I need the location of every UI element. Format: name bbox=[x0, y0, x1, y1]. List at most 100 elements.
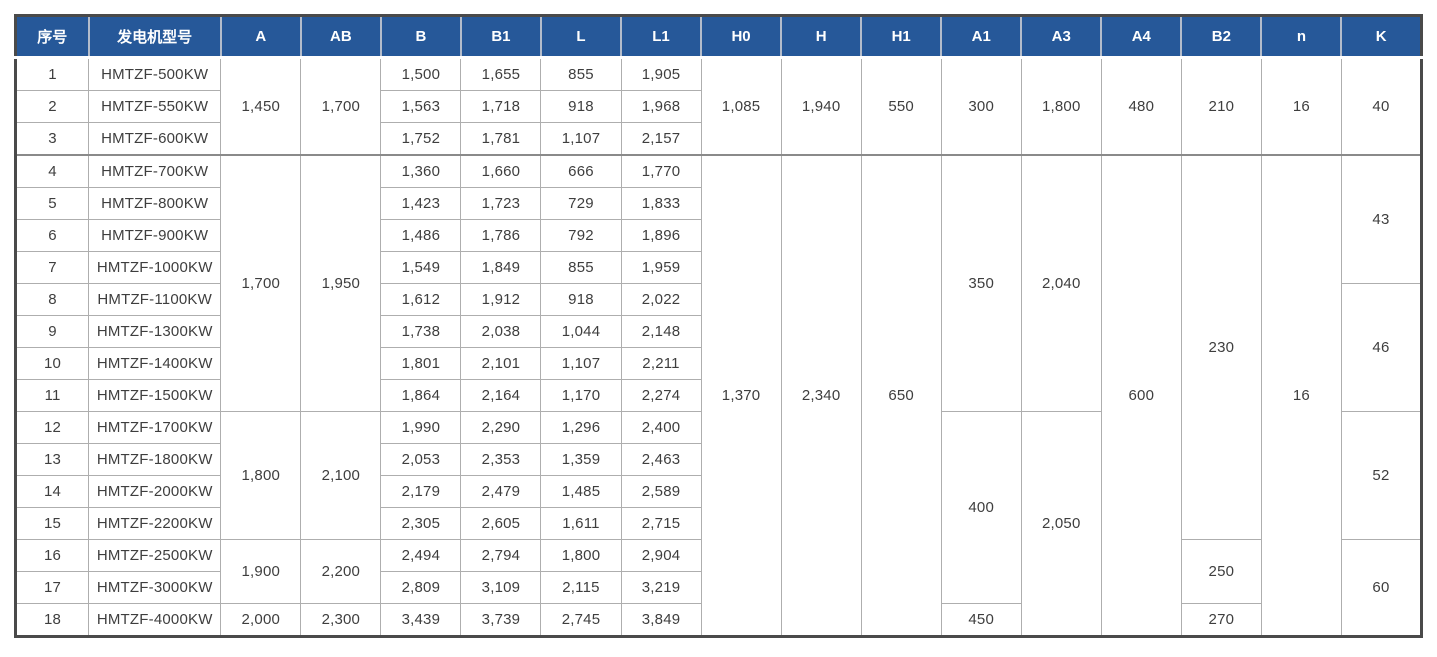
cell-b1: 1,655 bbox=[460, 57, 542, 91]
cell-index: 13 bbox=[14, 443, 90, 476]
header-row: 序号 发电机型号 A AB B B1 L L1 H0 H H1 A1 A3 A4 B2 n K bbox=[15, 15, 1422, 59]
cell-model: HMTZF-500KW bbox=[88, 57, 222, 91]
cell-l1: 1,770 bbox=[620, 154, 702, 188]
cell-b1: 2,101 bbox=[460, 347, 542, 380]
cell-model: HMTZF-1300KW bbox=[88, 315, 222, 348]
table-row: 8 HMTZF-1100KW 1,612 1,912 918 2,022 46 bbox=[14, 283, 1423, 412]
column-header-l1: L1 bbox=[619, 15, 702, 59]
table-row: 3 HMTZF-600KW 1,752 1,781 1,107 2,157 bbox=[14, 122, 1422, 156]
table-header: 序号 发电机型号 A AB B B1 L L1 H0 H H1 A1 A3 A4 B2 n K bbox=[15, 15, 1422, 59]
column-header-l: L bbox=[539, 15, 621, 59]
cell-model: HMTZF-1000KW bbox=[88, 251, 222, 284]
cell-l: 855 bbox=[540, 57, 622, 91]
column-header-model: 发电机型号 bbox=[87, 15, 221, 59]
cell-b2: 210 bbox=[1180, 57, 1262, 156]
cell-l1: 3,219 bbox=[620, 571, 702, 604]
cell-k: 46 bbox=[1340, 283, 1423, 412]
cell-index: 10 bbox=[14, 347, 90, 380]
cell-b1: 1,849 bbox=[460, 251, 542, 284]
cell-l1: 2,589 bbox=[620, 475, 702, 508]
column-header-a: A bbox=[219, 15, 301, 59]
cell-l1: 1,968 bbox=[620, 90, 702, 123]
cell-a: 1,900 bbox=[220, 539, 302, 604]
table-row: 10 HMTZF-1400KW 1,801 2,101 1,107 2,211 bbox=[14, 347, 1422, 380]
cell-model: HMTZF-2200KW bbox=[88, 507, 222, 540]
cell-b2: 250 bbox=[1180, 539, 1262, 604]
cell-l1: 1,833 bbox=[620, 187, 702, 220]
cell-l: 855 bbox=[540, 251, 622, 284]
cell-l1: 2,148 bbox=[620, 315, 702, 348]
cell-h0: 1,370 bbox=[700, 154, 782, 637]
cell-l: 2,115 bbox=[540, 571, 622, 604]
cell-a1: 400 bbox=[940, 411, 1022, 604]
cell-a1: 350 bbox=[940, 154, 1022, 412]
cell-b1: 2,353 bbox=[460, 443, 542, 476]
cell-l: 2,745 bbox=[540, 603, 622, 637]
column-header-index: 序号 bbox=[15, 15, 89, 59]
cell-index: 15 bbox=[14, 507, 90, 540]
cell-model: HMTZF-600KW bbox=[88, 122, 222, 156]
cell-b: 1,612 bbox=[380, 283, 462, 316]
cell-ab: 1,950 bbox=[300, 154, 382, 412]
cell-index: 8 bbox=[14, 283, 90, 316]
cell-h: 2,340 bbox=[780, 154, 862, 637]
cell-b: 1,563 bbox=[380, 90, 462, 123]
cell-a4: 480 bbox=[1100, 57, 1182, 156]
cell-a3: 2,040 bbox=[1020, 154, 1102, 412]
cell-index: 2 bbox=[14, 90, 90, 123]
cell-k: 60 bbox=[1340, 539, 1423, 637]
column-header-a4: A4 bbox=[1100, 15, 1182, 59]
cell-b: 3,439 bbox=[380, 603, 462, 637]
table-row: 12 HMTZF-1700KW 1,800 2,100 1,990 2,290 1,296 2… bbox=[14, 411, 1423, 637]
cell-model: HMTZF-3000KW bbox=[88, 571, 222, 604]
cell-b: 1,864 bbox=[380, 379, 462, 412]
column-header-b: B bbox=[379, 15, 461, 59]
cell-index: 16 bbox=[14, 539, 90, 572]
cell-b1: 2,794 bbox=[460, 539, 542, 572]
cell-b1: 2,605 bbox=[460, 507, 542, 540]
cell-b: 2,305 bbox=[380, 507, 462, 540]
cell-l1: 2,400 bbox=[620, 411, 702, 444]
cell-index: 4 bbox=[14, 154, 90, 188]
table-row: 17 HMTZF-3000KW 2,809 3,109 2,115 3,219 bbox=[14, 571, 1422, 604]
cell-index: 3 bbox=[14, 122, 90, 156]
column-header-h1: H1 bbox=[860, 15, 942, 59]
column-header-a3: A3 bbox=[1020, 15, 1102, 59]
table-row: 16 HMTZF-2500KW 1,900 2,200 2,494 2,794 1,800 2… bbox=[14, 539, 1423, 637]
cell-b: 1,500 bbox=[380, 57, 462, 91]
cell-b: 1,752 bbox=[380, 122, 462, 156]
cell-b1: 2,290 bbox=[460, 411, 542, 444]
cell-index: 5 bbox=[14, 187, 90, 220]
cell-l1: 2,274 bbox=[620, 379, 702, 412]
cell-model: HMTZF-900KW bbox=[88, 219, 222, 252]
table-row: 6 HMTZF-900KW 1,486 1,786 792 1,896 bbox=[14, 219, 1422, 252]
cell-l1: 2,463 bbox=[620, 443, 702, 476]
cell-a3: 2,050 bbox=[1020, 411, 1102, 637]
cell-model: HMTZF-1500KW bbox=[88, 379, 222, 412]
cell-l1: 3,849 bbox=[620, 603, 702, 637]
cell-l: 792 bbox=[540, 219, 622, 252]
table-row: 5 HMTZF-800KW 1,423 1,723 729 1,833 bbox=[14, 187, 1422, 220]
cell-a1: 450 bbox=[940, 603, 1022, 637]
cell-ab: 2,200 bbox=[300, 539, 382, 604]
cell-k: 52 bbox=[1340, 411, 1423, 540]
cell-b1: 1,781 bbox=[460, 122, 542, 156]
cell-b1: 3,739 bbox=[460, 603, 542, 637]
cell-model: HMTZF-4000KW bbox=[88, 603, 222, 637]
table-body: 1 HMTZF-500KW 1,450 1,700 1,500 1,655 855 1,905… bbox=[14, 57, 1423, 637]
cell-model: HMTZF-1400KW bbox=[88, 347, 222, 380]
cell-b: 1,423 bbox=[380, 187, 462, 220]
cell-l: 1,359 bbox=[540, 443, 622, 476]
table-row: 18 HMTZF-4000KW 2,000 2,300 3,439 3,739 2,745 3… bbox=[14, 603, 1422, 637]
cell-h1: 550 bbox=[860, 57, 942, 156]
cell-model: HMTZF-2500KW bbox=[88, 539, 222, 572]
cell-b1: 1,912 bbox=[460, 283, 542, 316]
cell-n: 16 bbox=[1260, 57, 1342, 156]
cell-b1: 1,718 bbox=[460, 90, 542, 123]
cell-b: 2,809 bbox=[380, 571, 462, 604]
cell-b: 2,494 bbox=[380, 539, 462, 572]
cell-a: 1,800 bbox=[220, 411, 302, 540]
cell-model: HMTZF-800KW bbox=[88, 187, 222, 220]
cell-b1: 1,786 bbox=[460, 219, 542, 252]
cell-l: 1,611 bbox=[540, 507, 622, 540]
